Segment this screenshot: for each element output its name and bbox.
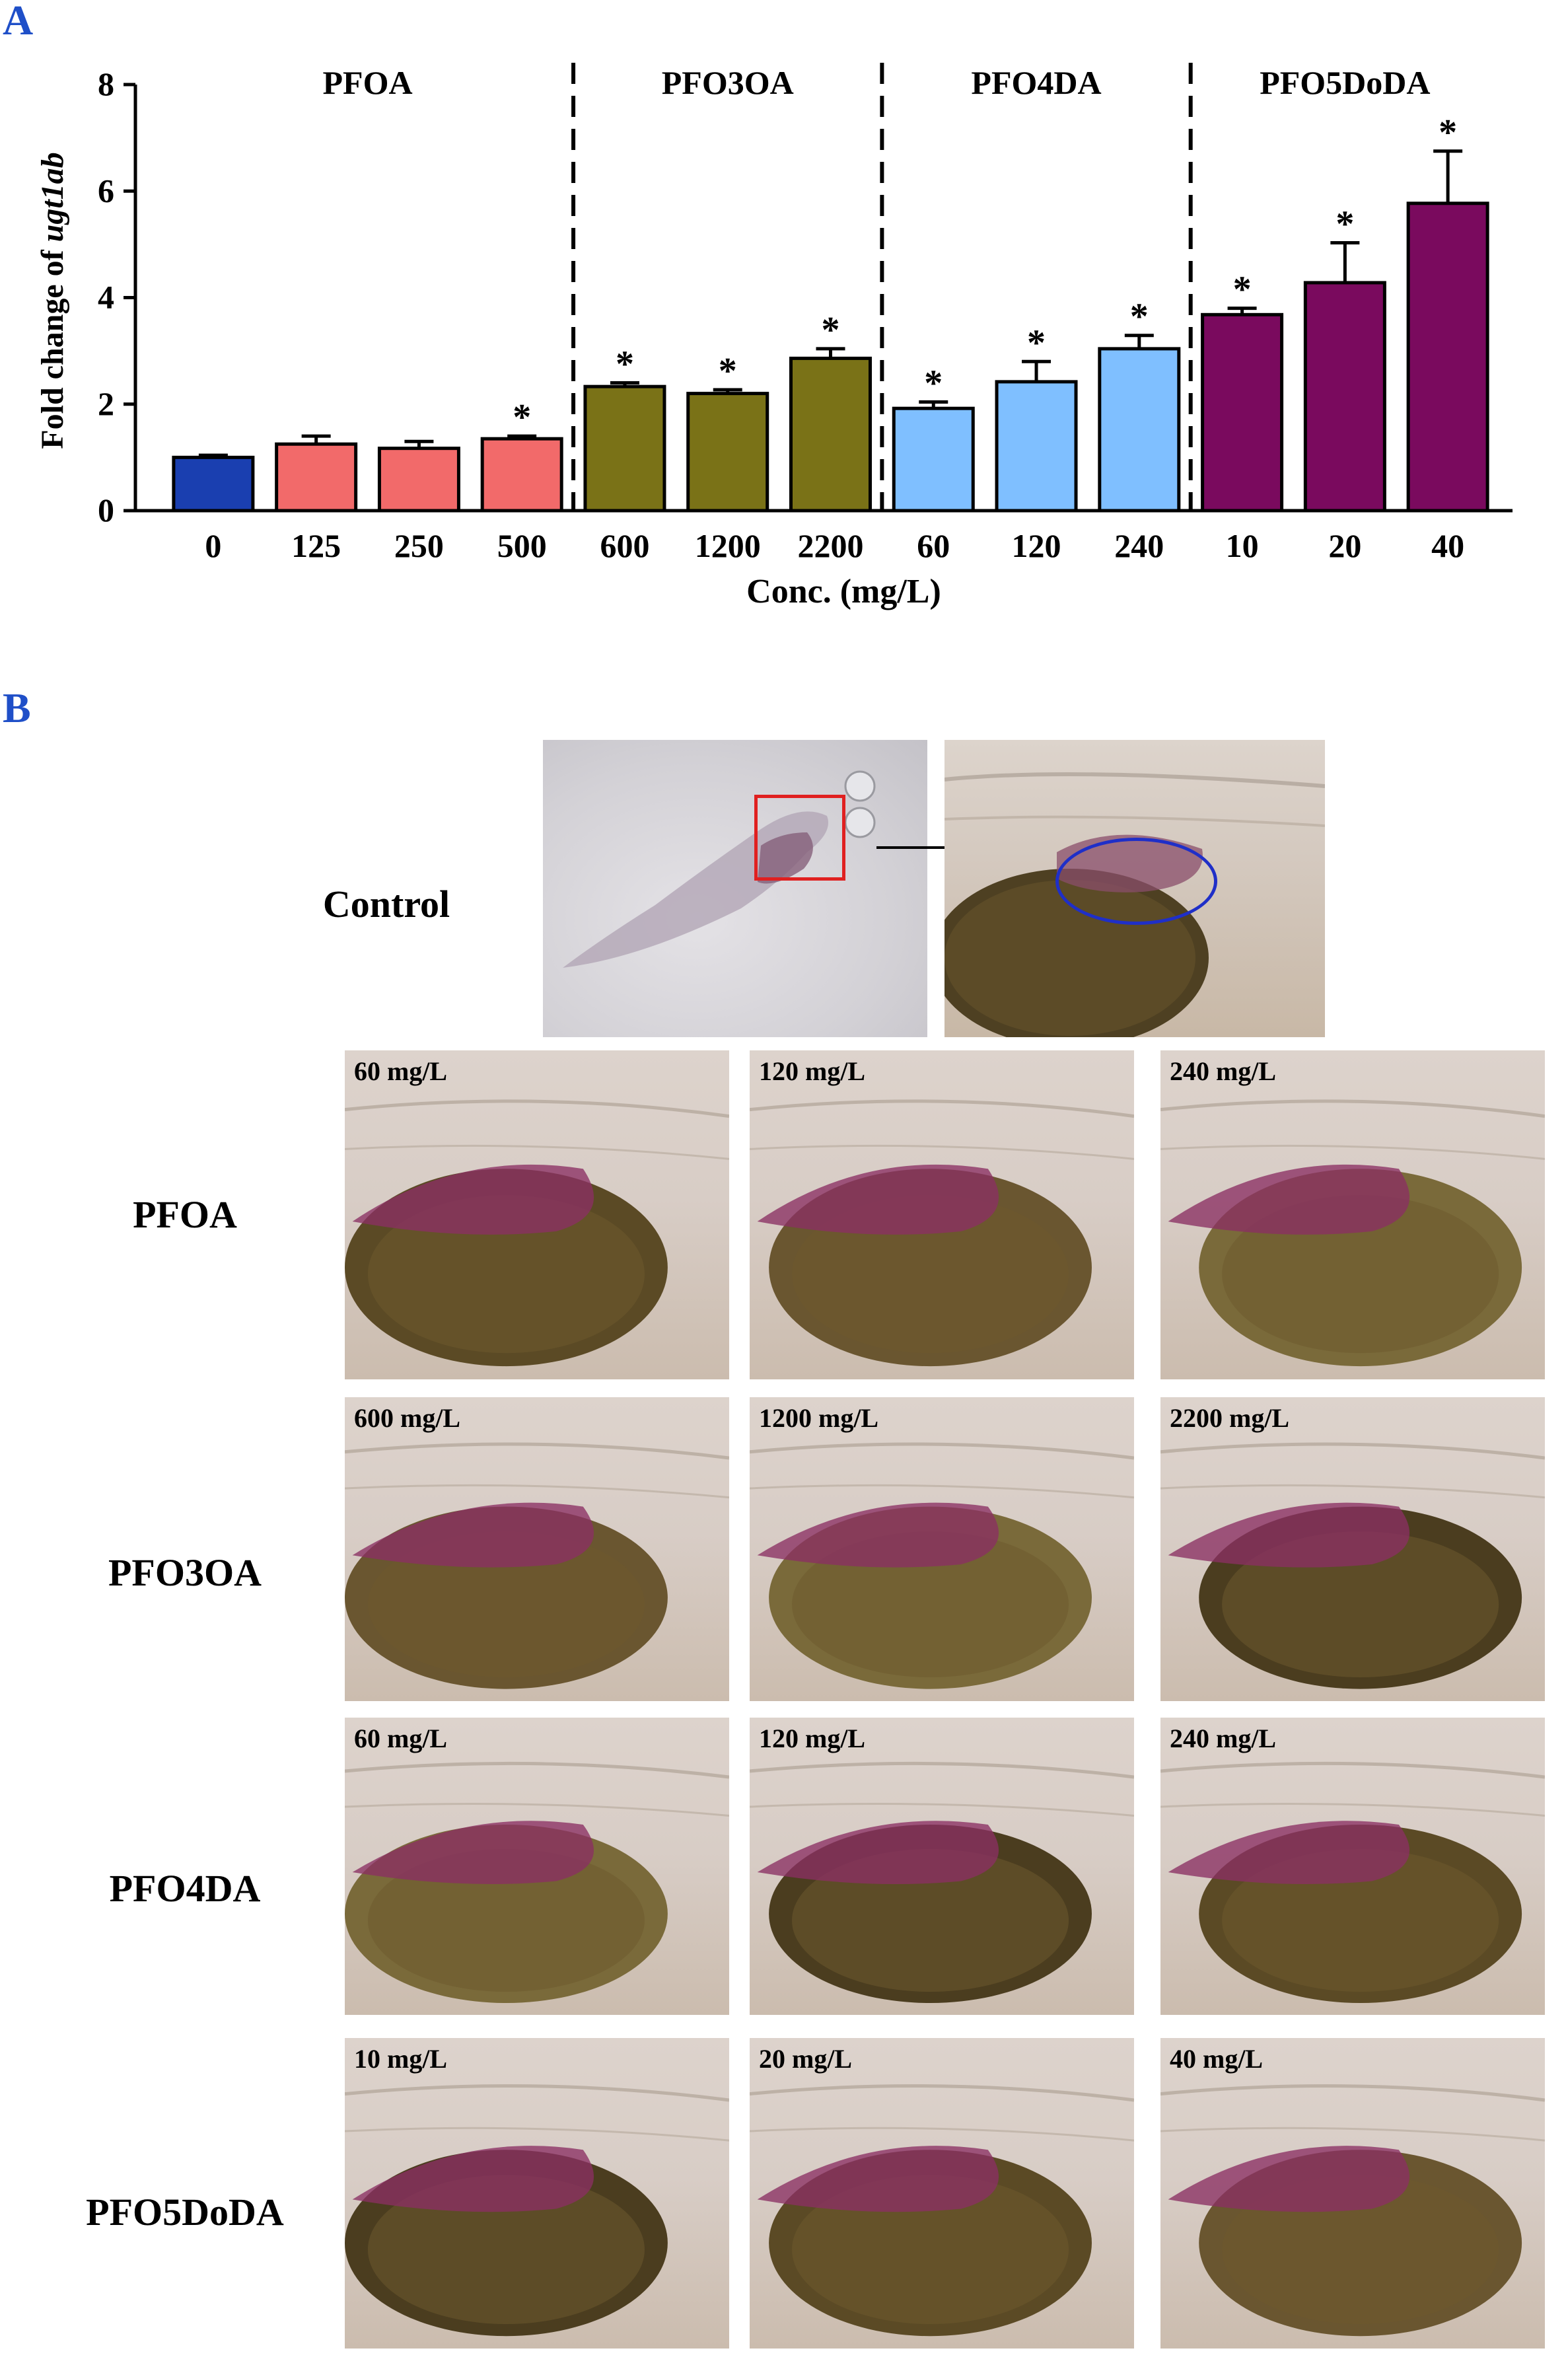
y-tick-label: 4 bbox=[98, 279, 114, 316]
larva-drawing bbox=[750, 2084, 1134, 2337]
bar bbox=[789, 356, 872, 513]
bar bbox=[583, 384, 666, 513]
larva-photo bbox=[1160, 1718, 1545, 2015]
significance-marker: * bbox=[513, 397, 531, 438]
x-tick-label: 125 bbox=[291, 527, 341, 564]
significance-marker: * bbox=[1439, 112, 1457, 153]
larva-drawing bbox=[345, 1761, 729, 2003]
y-axis-label-gene: ugt1ab bbox=[35, 152, 70, 242]
row-label-pfoa: PFOA bbox=[133, 1193, 237, 1236]
y-axis-label-text: Fold change of bbox=[35, 242, 70, 449]
control-zoom-photo bbox=[944, 740, 1325, 1037]
bar bbox=[892, 406, 975, 513]
x-tick-label: 500 bbox=[497, 527, 547, 564]
larva-photo bbox=[345, 1050, 729, 1379]
significance-marker: * bbox=[1027, 322, 1046, 363]
larva-drawing bbox=[1160, 1761, 1545, 2003]
larva-drawing bbox=[750, 1761, 1134, 2003]
y-tick-label: 8 bbox=[98, 65, 114, 102]
significance-marker: * bbox=[719, 351, 737, 392]
bar bbox=[1406, 201, 1489, 513]
concentration-label: 120 mg/L bbox=[759, 1724, 866, 1753]
concentration-label: 40 mg/L bbox=[1170, 2044, 1264, 2074]
larva-drawing bbox=[750, 1442, 1134, 1689]
larva-photo bbox=[1160, 1397, 1545, 1701]
x-axis-label: Conc. (mg/L) bbox=[746, 573, 941, 610]
y-axis-label: Fold change of ugt1ab bbox=[35, 152, 70, 449]
row-label-pfo5doda: PFO5DoDA bbox=[86, 2191, 284, 2234]
larva-photo bbox=[750, 2038, 1134, 2349]
larva-drawing bbox=[345, 2084, 729, 2337]
x-tick-label: 0 bbox=[205, 527, 221, 564]
group-title: PFO4DA bbox=[971, 64, 1101, 101]
group-title: PFOA bbox=[322, 64, 412, 101]
control-whole-larva-photo bbox=[543, 740, 927, 1037]
bar bbox=[1098, 347, 1181, 513]
x-tick-label: 2200 bbox=[798, 527, 864, 564]
larva-photo bbox=[345, 1718, 729, 2015]
concentration-label: 60 mg/L bbox=[354, 1724, 448, 1753]
x-tick-label: 1200 bbox=[695, 527, 761, 564]
y-tick-label: 6 bbox=[98, 172, 114, 209]
x-tick-label: 40 bbox=[1431, 527, 1464, 564]
concentration-label: 2200 mg/L bbox=[1170, 1403, 1290, 1433]
y-tick-label: 2 bbox=[98, 385, 114, 422]
concentration-label: 600 mg/L bbox=[354, 1403, 461, 1433]
significance-marker: * bbox=[1336, 203, 1354, 244]
larva-photo bbox=[750, 1050, 1134, 1379]
bar bbox=[377, 447, 460, 513]
bar bbox=[686, 392, 769, 513]
concentration-label: 10 mg/L bbox=[354, 2044, 448, 2074]
x-tick-label: 10 bbox=[1226, 527, 1259, 564]
control-larva-drawing bbox=[563, 770, 876, 968]
significance-marker: * bbox=[1233, 270, 1252, 310]
significance-marker: * bbox=[822, 310, 840, 351]
significance-marker: * bbox=[1130, 297, 1149, 338]
highlight-ellipse bbox=[1055, 838, 1217, 925]
row-label-pfo3oa: PFO3OA bbox=[108, 1551, 262, 1594]
x-tick-label: 60 bbox=[917, 527, 950, 564]
bar bbox=[480, 437, 563, 513]
larva-drawing bbox=[345, 1099, 729, 1367]
concentration-label: 60 mg/L bbox=[354, 1056, 448, 1086]
larva-photo bbox=[1160, 2038, 1545, 2349]
x-tick-label: 20 bbox=[1328, 527, 1361, 564]
larva-photo bbox=[750, 1718, 1134, 2015]
x-tick-label: 600 bbox=[600, 527, 649, 564]
y-tick-label: 0 bbox=[98, 492, 114, 528]
bar bbox=[995, 380, 1078, 513]
larva-photo bbox=[1160, 1050, 1545, 1379]
larva-drawing bbox=[1160, 1099, 1545, 1367]
bar-chart: 0 2 4 6 8 Fold change of ugt1ab 0 125 250 * 500 PFO… bbox=[35, 63, 1513, 610]
larva-photo bbox=[345, 1397, 729, 1701]
bar bbox=[275, 442, 358, 513]
highlight-box bbox=[754, 795, 845, 881]
x-tick-label: 240 bbox=[1114, 527, 1164, 564]
concentration-label: 240 mg/L bbox=[1170, 1056, 1277, 1086]
larva-drawing bbox=[1160, 1442, 1545, 1689]
panel-a-label: A bbox=[3, 0, 34, 44]
x-tick-label: 120 bbox=[1012, 527, 1061, 564]
larva-photo bbox=[750, 1397, 1134, 1701]
group-title: PFO3OA bbox=[662, 64, 794, 101]
concentration-label: 20 mg/L bbox=[759, 2044, 853, 2074]
significance-marker: * bbox=[924, 363, 943, 404]
group-title: PFO5DoDA bbox=[1260, 64, 1430, 101]
significance-marker: * bbox=[616, 344, 634, 385]
concentration-label: 1200 mg/L bbox=[759, 1403, 879, 1433]
larva-drawing bbox=[1160, 2084, 1545, 2337]
larva-drawing bbox=[345, 1442, 729, 1689]
x-tick-label: 250 bbox=[394, 527, 444, 564]
bar bbox=[172, 455, 255, 513]
control-label: Control bbox=[322, 883, 450, 926]
concentration-label: 240 mg/L bbox=[1170, 1724, 1277, 1753]
larva-drawing bbox=[750, 1099, 1134, 1367]
bar bbox=[1303, 281, 1386, 513]
panel-b-label: B bbox=[3, 684, 31, 731]
larva-photo bbox=[345, 2038, 729, 2349]
concentration-label: 120 mg/L bbox=[759, 1056, 866, 1086]
bar bbox=[1201, 312, 1284, 513]
row-label-pfo4da: PFO4DA bbox=[109, 1867, 261, 1910]
